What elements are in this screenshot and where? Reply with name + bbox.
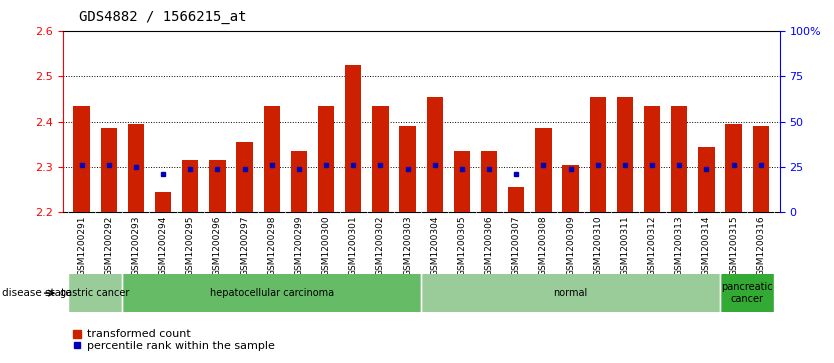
Text: pancreatic
cancer: pancreatic cancer [721, 282, 773, 304]
Text: GSM1200314: GSM1200314 [702, 215, 711, 276]
Text: GDS4882 / 1566215_at: GDS4882 / 1566215_at [79, 9, 247, 24]
Text: GSM1200298: GSM1200298 [267, 215, 276, 276]
Text: GSM1200295: GSM1200295 [186, 215, 195, 276]
Text: GSM1200309: GSM1200309 [566, 215, 575, 276]
Bar [182, 160, 198, 212]
Text: GSM1200300: GSM1200300 [322, 215, 330, 276]
Text: GSM1200302: GSM1200302 [376, 215, 385, 276]
Text: normal: normal [554, 288, 588, 298]
Text: GSM1200299: GSM1200299 [294, 215, 304, 276]
Text: GSM1200312: GSM1200312 [647, 215, 656, 276]
Bar [291, 151, 307, 212]
Text: GSM1200294: GSM1200294 [158, 215, 168, 276]
Text: GSM1200305: GSM1200305 [457, 215, 466, 276]
Bar [345, 65, 361, 212]
Bar [236, 142, 253, 212]
Bar [617, 97, 633, 212]
Bar [209, 160, 225, 212]
Bar [264, 106, 280, 212]
Bar [427, 97, 443, 212]
Text: GSM1200292: GSM1200292 [104, 215, 113, 276]
Text: GSM1200297: GSM1200297 [240, 215, 249, 276]
Text: disease state: disease state [2, 288, 71, 298]
Bar [590, 97, 606, 212]
Text: GSM1200293: GSM1200293 [132, 215, 140, 276]
Bar [508, 187, 525, 212]
Text: GSM1200316: GSM1200316 [756, 215, 766, 276]
Bar [101, 129, 117, 212]
Bar [372, 106, 389, 212]
Text: GSM1200296: GSM1200296 [213, 215, 222, 276]
Bar [73, 106, 90, 212]
Text: GSM1200308: GSM1200308 [539, 215, 548, 276]
Text: GSM1200304: GSM1200304 [430, 215, 440, 276]
Text: GSM1200307: GSM1200307 [512, 215, 520, 276]
Text: gastric cancer: gastric cancer [60, 288, 130, 298]
Text: GSM1200315: GSM1200315 [729, 215, 738, 276]
Bar [644, 106, 661, 212]
Text: GSM1200306: GSM1200306 [485, 215, 494, 276]
Text: GSM1200303: GSM1200303 [403, 215, 412, 276]
Text: GSM1200301: GSM1200301 [349, 215, 358, 276]
Bar [671, 106, 687, 212]
Text: GSM1200310: GSM1200310 [593, 215, 602, 276]
Legend: transformed count, percentile rank within the sample: transformed count, percentile rank withi… [68, 325, 279, 355]
Bar [155, 192, 171, 212]
Bar [318, 106, 334, 212]
Bar [399, 126, 415, 212]
Bar [726, 124, 741, 212]
Bar [698, 147, 715, 212]
Bar [562, 165, 579, 212]
Bar [535, 129, 551, 212]
Bar [454, 151, 470, 212]
Bar [128, 124, 144, 212]
Bar [752, 126, 769, 212]
Text: GSM1200311: GSM1200311 [620, 215, 630, 276]
Text: GSM1200313: GSM1200313 [675, 215, 684, 276]
Text: GSM1200291: GSM1200291 [77, 215, 86, 276]
Bar [481, 151, 497, 212]
Text: hepatocellular carcinoma: hepatocellular carcinoma [209, 288, 334, 298]
